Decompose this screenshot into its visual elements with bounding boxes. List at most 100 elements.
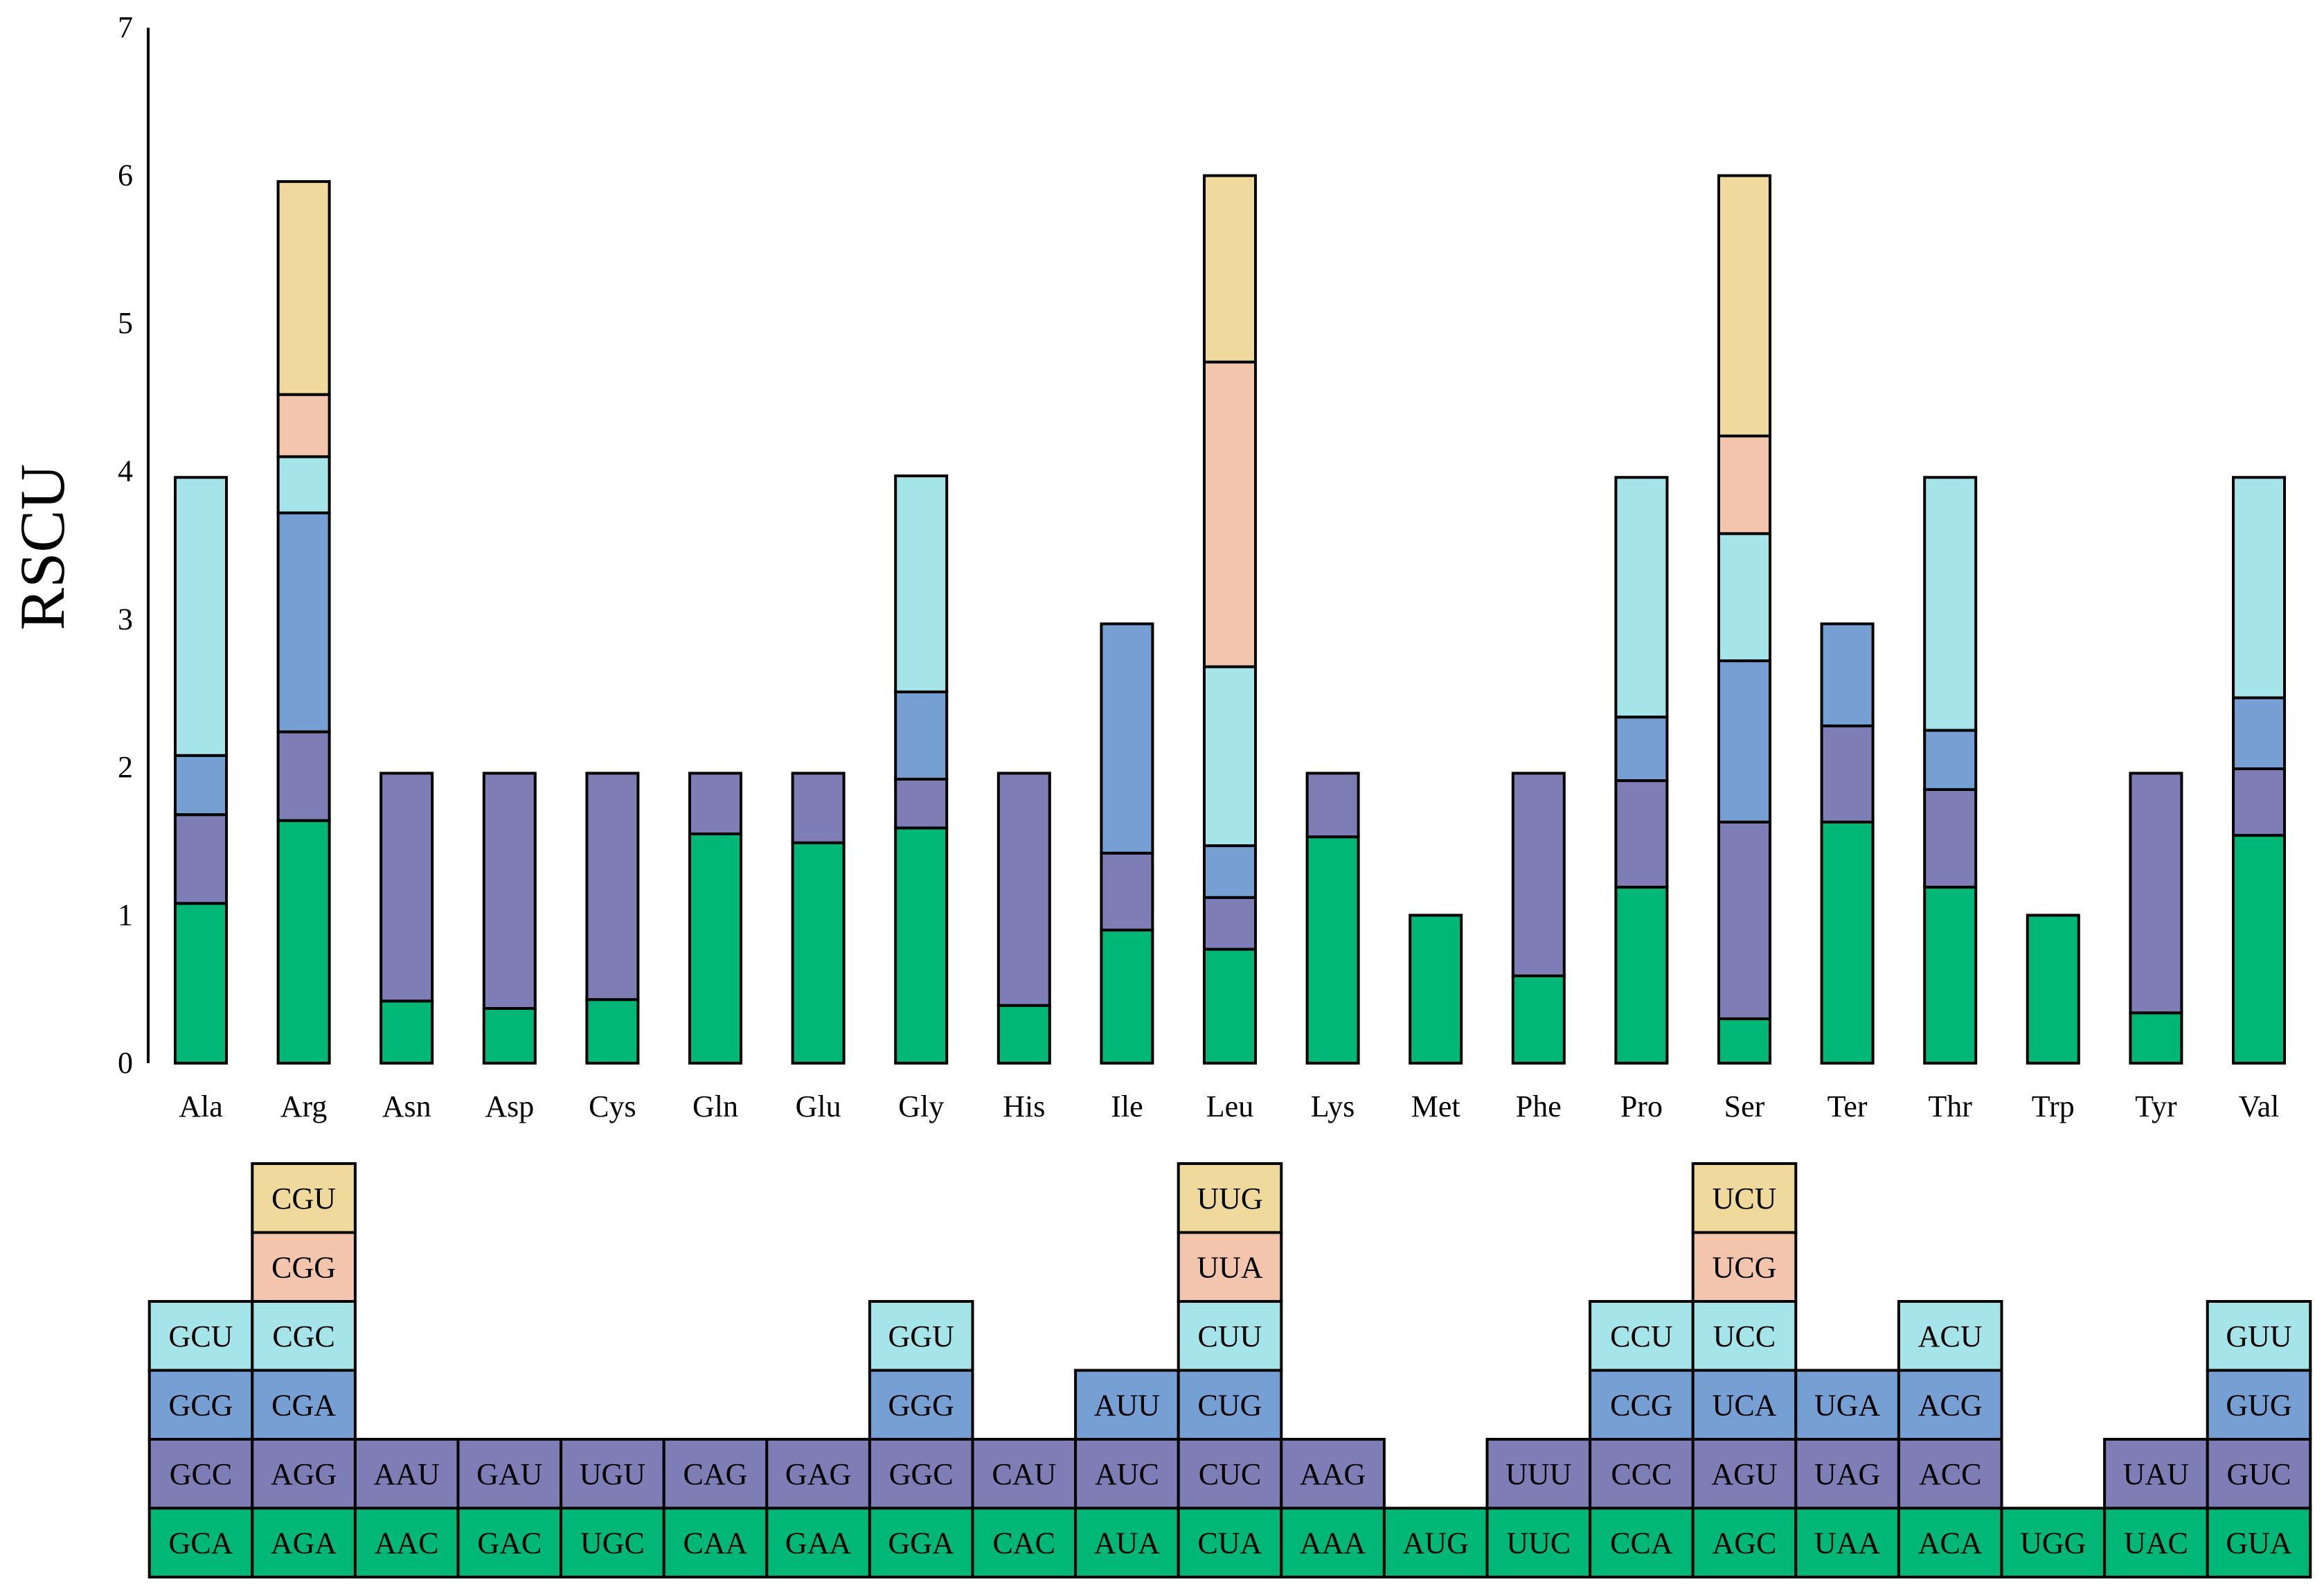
y-axis: 0 1 2 3 4 5 6 7	[118, 10, 150, 1080]
legend-cell-AAG	[1280, 1438, 1386, 1510]
bar-segment-GGG	[894, 690, 949, 781]
legend-codon-label: GUC	[2227, 1457, 2291, 1491]
legend-cell-UUU	[1485, 1438, 1592, 1510]
legend-codon-label: GAG	[785, 1457, 851, 1491]
legend-codon-label: UGC	[580, 1526, 645, 1560]
legend-cell-CGU	[251, 1162, 357, 1234]
bar-segment-CCU	[1614, 476, 1669, 719]
bar-segment-GCG	[174, 754, 228, 817]
bar-segment-CCA	[1614, 885, 1669, 1065]
legend-cell-GGA	[868, 1506, 974, 1578]
legend-cell-GCC	[148, 1438, 254, 1510]
legend-codon-label: AUG	[1403, 1526, 1469, 1560]
legend-cell-UCG	[1691, 1231, 1798, 1303]
legend-codon-label: CUC	[1199, 1457, 1261, 1491]
bar-segment-GAC	[482, 1006, 537, 1065]
legend-codon-label: ACA	[1918, 1526, 1983, 1560]
x-tick-label-Tyr: Tyr	[2135, 1089, 2177, 1123]
y-tick-label: 4	[118, 454, 133, 488]
x-axis-labels: Ala Arg Asn Asp Cys Gln Glu Gly His Ile Leu Lys Met P…	[179, 1089, 2279, 1123]
y-axis-title: RSCU	[7, 464, 78, 630]
legend-codon-label: CAG	[683, 1457, 748, 1491]
bar-segment-ACA	[1923, 885, 1978, 1065]
bar-segment-AUA	[1100, 928, 1154, 1065]
y-tick-label: 3	[118, 602, 133, 636]
legend-codon-label: CCU	[1610, 1319, 1672, 1353]
bar-segment-AGA	[276, 819, 331, 1065]
bar-segment-UAG	[1820, 724, 1875, 824]
bar-segment-CAC	[996, 1004, 1051, 1065]
legend-codon-label: AAC	[375, 1526, 439, 1560]
legend-cell-AUU	[1074, 1369, 1180, 1441]
y-tick-label: 2	[118, 750, 133, 784]
legend-codon-label: GCA	[169, 1526, 233, 1560]
bar-segment-CGU	[276, 180, 331, 396]
legend-codon-label: CGC	[272, 1319, 334, 1353]
bar-segment-UUU	[1511, 772, 1566, 977]
legend-cell-UCC	[1691, 1300, 1798, 1372]
legend-codon-label: GGU	[888, 1319, 954, 1353]
bar-segment-UCG	[1717, 434, 1771, 535]
bar-segment-UGU	[585, 772, 640, 1002]
bar-segment-CUC	[1203, 896, 1257, 951]
bar-segment-GCU	[174, 476, 228, 757]
legend-codon-label: UAC	[2124, 1526, 2188, 1560]
bar-segment-CAG	[688, 772, 742, 835]
x-tick-label-Phe: Phe	[1516, 1089, 1562, 1123]
x-tick-label-Ala: Ala	[179, 1089, 223, 1123]
legend-codon-label: AAG	[1300, 1457, 1366, 1491]
legend-codon-label: GCG	[169, 1388, 233, 1422]
legend-codon-label: AUU	[1094, 1388, 1160, 1422]
legend-cell-CAG	[662, 1438, 769, 1510]
legend-codon-label: CCG	[1610, 1388, 1672, 1422]
legend-cell-UGG	[2000, 1506, 2107, 1578]
x-tick-label-Asp: Asp	[485, 1089, 534, 1123]
legend-codon-label: ACC	[1919, 1457, 1981, 1491]
bar-segment-UUC	[1511, 974, 1566, 1065]
legend-codon-label: UUG	[1197, 1182, 1262, 1216]
x-tick-label-Trp: Trp	[2032, 1089, 2075, 1123]
x-tick-label-Glu: Glu	[796, 1089, 841, 1123]
x-tick-label-Val: Val	[2239, 1089, 2280, 1123]
legend-cell-ACG	[1897, 1369, 2003, 1441]
bar-segment-UCU	[1717, 174, 1771, 438]
y-tick-label: 6	[118, 159, 133, 193]
legend-codon-label: AGG	[271, 1457, 337, 1491]
bar-segment-ACU	[1923, 476, 1978, 732]
legend-cell-UCU	[1691, 1162, 1798, 1234]
legend-cell-UAU	[2103, 1438, 2209, 1510]
bar-segment-GGA	[894, 826, 949, 1065]
legend-codon-label: GGA	[888, 1526, 955, 1560]
legend-cell-GGU	[868, 1300, 974, 1372]
bar-segment-GCA	[174, 902, 228, 1065]
bar-segment-GCC	[174, 813, 228, 905]
bar-segment-ACG	[1923, 729, 1978, 791]
bar-segment-CGA	[276, 511, 331, 733]
legend-codon-label: UGG	[2020, 1526, 2086, 1560]
bar-segment-AUC	[1100, 851, 1154, 932]
bar-segment-CCC	[1614, 779, 1669, 889]
bar-segment-GAG	[791, 772, 846, 844]
legend-cell-ACU	[1897, 1300, 2003, 1372]
legend-cell-UCA	[1691, 1369, 1798, 1441]
bar-segment-GUU	[2232, 476, 2286, 700]
bar-segment-GGU	[894, 474, 949, 693]
legend-codon-label: GUG	[2226, 1388, 2291, 1422]
bar-segment-UAC	[2129, 1011, 2183, 1065]
legend-codon-label: ACU	[1918, 1319, 1983, 1353]
bar-segment-CAA	[688, 832, 742, 1065]
legend-cell-GAA	[765, 1506, 871, 1578]
bar-segment-UUG	[1203, 174, 1257, 364]
x-tick-label-Ile: Ile	[1111, 1089, 1143, 1123]
x-tick-label-Met: Met	[1411, 1089, 1460, 1123]
legend-codon-label: CGU	[271, 1182, 336, 1216]
x-tick-label-Asn: Asn	[382, 1089, 431, 1123]
legend-codon-label: GCU	[169, 1319, 233, 1353]
legend-cell-AUC	[1074, 1438, 1180, 1510]
bar-segment-AGG	[276, 730, 331, 822]
legend-codon-label: GAU	[476, 1457, 542, 1491]
legend-codon-label: AGC	[1713, 1526, 1777, 1560]
legend-cell-GAU	[456, 1438, 563, 1510]
legend-cell-UGU	[560, 1438, 665, 1510]
